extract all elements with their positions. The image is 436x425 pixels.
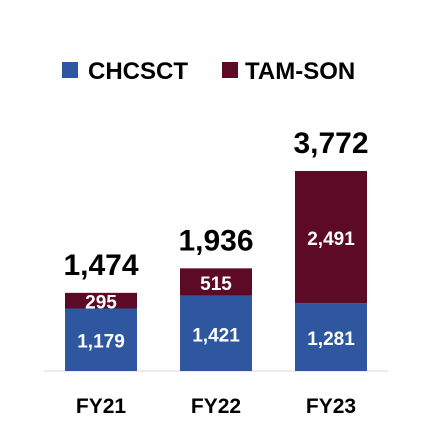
x-tick-label-fy23: FY23 xyxy=(306,395,356,418)
bar-segment-fy21-chcsct xyxy=(65,308,137,371)
x-tick-label-fy21: FY21 xyxy=(76,395,127,418)
bar-segment-fy23-tam-son xyxy=(295,171,367,304)
legend-swatch-tam-son xyxy=(222,62,238,78)
data-label-fy21-chcsct: 1,179 xyxy=(77,332,125,353)
legend-label-chcsct: CHCSCT xyxy=(88,58,188,85)
total-label-fy21: 1,474 xyxy=(63,249,138,282)
legend: CHCSCT TAM-SON xyxy=(62,58,355,85)
x-tick-label-fy22: FY22 xyxy=(191,395,241,418)
total-label-fy23: 3,772 xyxy=(293,127,368,160)
total-label-fy22: 1,936 xyxy=(178,224,253,257)
data-label-fy21-tam-son: 295 xyxy=(85,293,117,314)
bars-group: 1,179 295 1,474 FY21 1,421 515 1,936 FY22 1,281 2… xyxy=(63,127,368,418)
bar-segment-fy21-tam-son xyxy=(65,292,137,309)
legend-label-tam-son: TAM-SON xyxy=(245,58,355,85)
data-label-fy22-chcsct: 1,421 xyxy=(192,325,240,346)
bar-segment-fy22-tam-son xyxy=(180,268,252,296)
data-label-fy23-tam-son: 2,491 xyxy=(307,229,355,250)
legend-swatch-chcsct xyxy=(62,62,78,78)
bar-segment-fy22-chcsct xyxy=(180,295,252,371)
data-label-fy23-chcsct: 1,281 xyxy=(307,329,355,350)
data-label-fy22-tam-son: 515 xyxy=(200,274,232,295)
bar-segment-fy23-chcsct xyxy=(295,303,367,371)
